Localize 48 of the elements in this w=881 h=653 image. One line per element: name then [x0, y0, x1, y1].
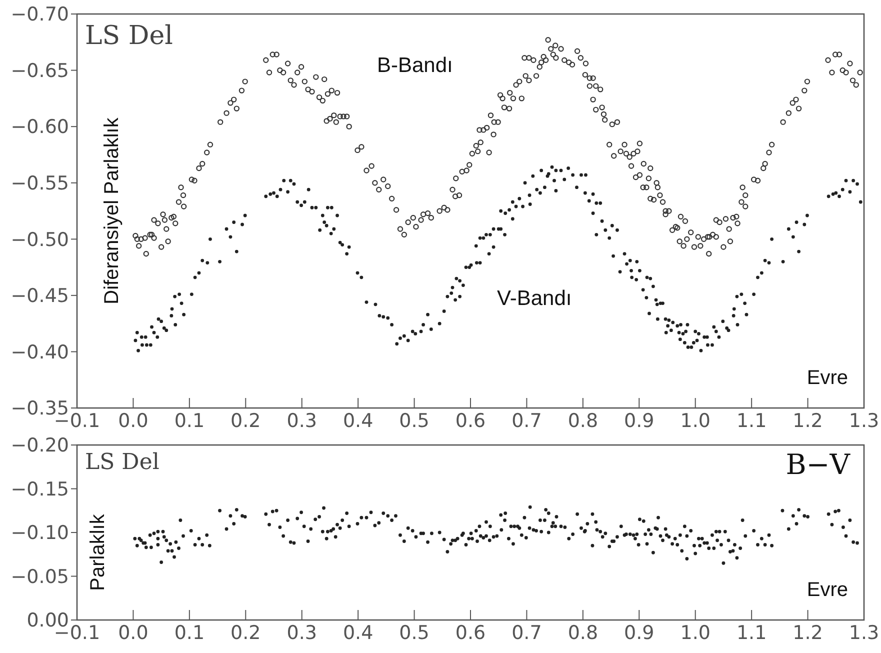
x-tick-label: 0.8: [568, 622, 598, 644]
x-tick-label: 0.5: [399, 622, 430, 644]
y-tick-label: −0.40: [10, 341, 69, 364]
y-tick-label: −0.55: [10, 172, 69, 195]
x-tick-label: 0.2: [230, 410, 261, 432]
y-tick-label: −0.70: [10, 4, 69, 26]
y-tick-label: −0.45: [10, 285, 69, 308]
x-tick-label: 0.3: [286, 410, 317, 432]
x-axis-title: Evre: [806, 579, 848, 601]
x-tick-label: 1.1: [736, 410, 767, 432]
y-axis-title: Diferansiyel Parlaklık: [101, 116, 123, 304]
x-tick-label: 1.2: [792, 622, 823, 644]
x-tick-label: 0.6: [455, 622, 486, 644]
x-tick-label: 0.4: [342, 410, 374, 432]
x-tick-label: 0.4: [342, 622, 374, 644]
chart-title: LS Del: [85, 450, 160, 475]
y-tick-label: −0.05: [10, 566, 69, 588]
x-tick-label: 1.0: [680, 622, 710, 644]
series-label: B−V: [786, 448, 851, 481]
x-tick-label: 1.1: [736, 622, 767, 644]
series-label: B-Bandı: [377, 54, 453, 77]
x-axis-title: Evre: [806, 367, 848, 389]
x-tick-label: 1.3: [848, 410, 880, 432]
x-tick-label: 0.0: [118, 622, 148, 644]
x-tick-label: 0.5: [399, 410, 430, 432]
y-tick-label: −0.20: [10, 434, 69, 457]
x-tick-label: 0.3: [286, 622, 317, 644]
y-tick-label: −0.15: [10, 478, 69, 500]
x-tick-label: 1.3: [848, 622, 880, 644]
chart-title: LS Del: [85, 21, 173, 51]
y-tick-label: −0.60: [10, 116, 69, 138]
x-tick-label: 0.9: [624, 410, 654, 432]
x-tick-label: 1.0: [680, 410, 710, 432]
x-tick-label: 0.1: [174, 622, 205, 644]
y-tick-label: −0.10: [10, 522, 69, 544]
x-tick-label: 0.7: [512, 410, 542, 432]
x-tick-label: 0.0: [118, 410, 148, 432]
y-tick-label: −0.65: [10, 60, 69, 82]
x-tick-label: 1.2: [792, 410, 823, 432]
x-tick-label: 0.9: [624, 622, 654, 644]
x-tick-label: 0.6: [455, 410, 486, 432]
x-tick-label: 0.2: [230, 622, 261, 644]
y-tick-label: −0.50: [10, 228, 69, 251]
x-tick-label: 0.7: [512, 622, 542, 644]
x-tick-label: 0.1: [174, 410, 205, 432]
x-tick-label: 0.8: [568, 410, 598, 432]
y-axis-title: Parlaklık: [87, 513, 109, 591]
series-label: V-Bandı: [497, 287, 572, 310]
